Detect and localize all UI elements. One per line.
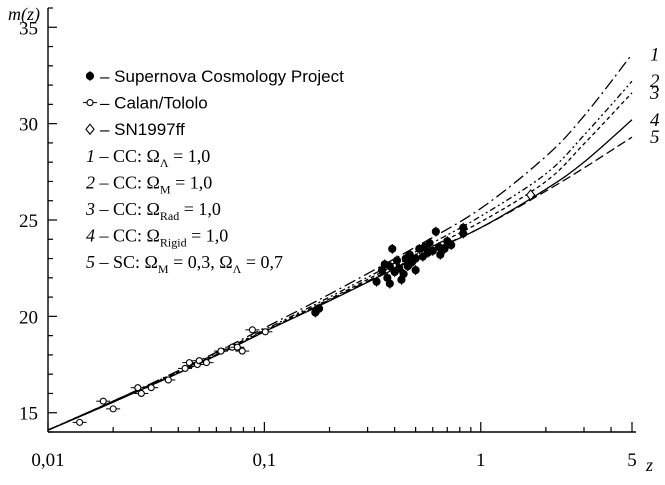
legend-curve-number: 2 (86, 172, 95, 192)
legend-curve-subscript: Rigid (160, 236, 187, 250)
calan-tololo-point (134, 384, 142, 392)
legend-curve-subscript: Λ (233, 262, 242, 276)
calan-tololo-point (248, 326, 256, 334)
scp-point (436, 250, 445, 259)
legend-marker (85, 71, 95, 81)
scp-point (440, 244, 449, 254)
legend-curve-subscript: Rad (160, 209, 179, 223)
scp-point (385, 279, 394, 288)
legend-marker (86, 99, 94, 107)
calan-tololo-point (109, 405, 117, 413)
scp-point (411, 266, 420, 275)
scp-point (459, 223, 468, 232)
scp-point (314, 304, 324, 313)
scp-point (388, 244, 397, 254)
calan-tololo-point (147, 384, 155, 392)
scp-point (399, 269, 408, 279)
scp-point (431, 227, 440, 236)
y-tick-label: 30 (19, 115, 38, 136)
x-tick-label: 0,01 (31, 450, 64, 471)
y-axis-title: m(z) (8, 4, 40, 25)
scp-point (372, 277, 381, 286)
legend-item-text: 2 – CC: ΩM = 1,0 (86, 172, 212, 196)
legend-item-text: 1 – CC: ΩΛ = 1,0 (86, 146, 210, 170)
curve-5 (47, 136, 633, 431)
scp-point (392, 256, 402, 265)
legend-curve-subscript: M (160, 182, 171, 196)
calan-tololo-point (202, 359, 211, 367)
legend-item-text: – Calan/Tololo (100, 94, 208, 113)
legend: – Supernova Cosmology Project – Calan/Tol… (83, 67, 344, 276)
legend-curve-prefix: – CC: Ω (95, 172, 160, 192)
scp-point (395, 264, 404, 273)
legend-curve-value: = 1,0 (169, 146, 211, 166)
scp-point (447, 240, 456, 250)
legend-curve-number: 4 (86, 226, 95, 246)
y-tick-label: 25 (19, 211, 38, 232)
calan-tololo-point (233, 343, 241, 351)
y-tick-label: 20 (19, 307, 38, 328)
legend-curve-number: 3 (85, 199, 95, 219)
x-tick-label: 0,1 (253, 450, 277, 471)
calan-tololo-point (137, 389, 145, 398)
legend-curve-value: = 1,0 (179, 199, 221, 219)
legend-item-text: – SN1997ff (100, 120, 185, 139)
scp-point (428, 246, 437, 255)
y-tick-label: 35 (19, 18, 38, 39)
curve-label-4: 4 (650, 110, 660, 131)
curve-3 (47, 92, 633, 431)
calan-tololo-point (76, 418, 84, 426)
scp-point (385, 262, 394, 271)
calan-tololo-point (238, 347, 246, 355)
legend-curve-number: 5 (86, 252, 95, 272)
legend-curve-prefix: – CC: Ω (95, 199, 160, 219)
calan-tololo-point (99, 397, 107, 405)
curve-label-2: 2 (650, 71, 660, 92)
calan-tololo-point (217, 347, 225, 355)
legend-curve-subscript: M (158, 262, 169, 276)
curve-4 (47, 119, 633, 431)
x-tick-label: 1 (476, 450, 486, 471)
legend-item-text: – Supernova Cosmology Project (100, 67, 344, 86)
legend-curve-value: = 1,0 (171, 172, 213, 192)
data-points (72, 189, 536, 426)
x-tick-label: 5 (627, 450, 637, 471)
scp-point (425, 239, 434, 248)
legend-curve-subscript: Λ (160, 156, 169, 170)
sn1997ff-point (525, 189, 536, 201)
y-tick-label: 15 (19, 404, 38, 425)
curve-label-3: 3 (649, 83, 660, 104)
scp-point (411, 254, 420, 263)
legend-curve-prefix: – CC: Ω (95, 146, 160, 166)
calan-tololo-point (261, 328, 269, 336)
legend-curve-value: = 1,0 (187, 226, 229, 246)
legend-curve-value: = 0,7 (241, 252, 283, 272)
legend-item-text: 4 – CC: ΩRigid = 1,0 (86, 226, 228, 250)
legend-curve-prefix: – SC: Ω (95, 252, 158, 272)
legend-item-text: 5 – SC: ΩM = 0,3, ΩΛ = 0,7 (86, 252, 283, 276)
calan-tololo-point (164, 376, 172, 384)
curve-label-5: 5 (650, 127, 660, 148)
legend-curve-prefix: – CC: Ω (95, 226, 160, 246)
legend-curve-number: 1 (86, 146, 95, 166)
scp-point (405, 250, 414, 259)
calan-tololo-point (181, 364, 189, 372)
legend-marker (85, 123, 95, 136)
legend-curve-value: = 0,3, Ω (169, 252, 233, 272)
x-axis-title: z (645, 455, 653, 475)
curve-label-1: 1 (650, 44, 660, 65)
legend-item-text: 3 – CC: ΩRad = 1,0 (85, 199, 221, 223)
